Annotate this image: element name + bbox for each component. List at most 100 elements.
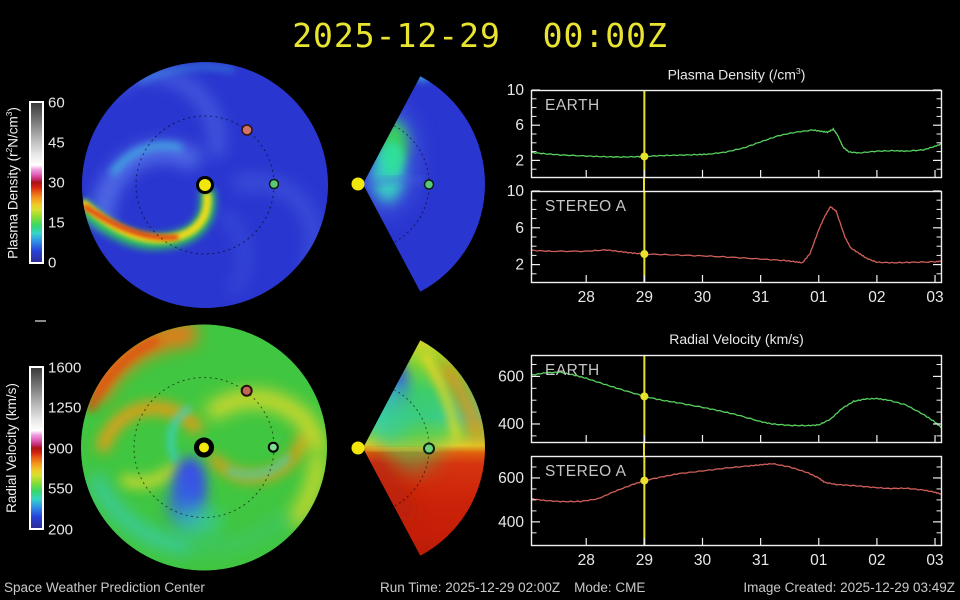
fast-stream-streak [435,358,485,444]
panel-border [530,455,943,547]
now-marker-dot [640,392,649,401]
x-tick-label: 03 [926,552,943,569]
velocity-cbar-tick-900: 900 [48,440,74,458]
y-tick-label: 2 [515,152,524,169]
earth-density-chart: 2 6 10 [507,82,943,179]
earth-velocity-chart: 400 600 [498,354,943,444]
density-colorbar-label: Plasma Density (r2N/cm3) [4,103,22,263]
velocity-group-title: Radial Velocity (km/s) [669,331,804,347]
spiral-arm [109,142,183,176]
density-colorbar-label-text2: N/cm [5,116,21,148]
earth-density-label: EARTH [545,97,600,114]
sun-marker [351,441,365,455]
stereoa-density-series-line [530,205,943,264]
x-tick-label: 03 [926,289,943,306]
density-colorbar-sup3: 3 [4,111,14,117]
y-tick-label: 400 [498,416,524,433]
x-tick-label: 29 [636,552,653,569]
stereoa-density-label: STEREO A [545,198,627,215]
x-tick-label: 31 [752,552,769,569]
now-line-gap-segment [643,443,645,456]
x-tick-label: 30 [694,289,712,306]
y-tick-label: 2 [515,257,524,274]
velocity-cbar-tick-200: 200 [48,521,74,539]
spiral-arm [92,141,204,229]
x-tick-label: 28 [578,552,595,569]
footer-created: Image Created: 2025-12-29 03:49Z [743,580,955,595]
density-cbar-tick-45: 45 [48,134,65,152]
tiny-dash-mark [35,320,46,322]
density-title-sup: 3 [795,66,801,76]
spiral-arm [136,64,235,85]
x-tick-label: 02 [868,552,885,569]
density-group-title: Plasma Density (/cm3) [531,66,942,83]
y-tick-label: 6 [515,117,524,134]
panel-border [530,354,943,444]
x-tick-label: 02 [868,289,885,306]
sun-marker [351,177,365,191]
density-colorbar-sup2: 2 [4,147,14,153]
stereoa-velocity-series-line [530,463,943,503]
stream-arm [118,460,184,488]
density-stream-core [82,203,179,241]
density-polar-map [82,62,328,308]
earth-marker [423,179,435,190]
slow-stream-arc [167,404,193,464]
x-tick-label: 01 [810,289,827,306]
density-title-text: Plasma Density (/cm [667,66,796,83]
y-tick-label: 10 [507,82,525,99]
y-tick-label: 400 [498,514,524,531]
x-tick-label: 01 [810,552,827,569]
velocity-cbar-tick-1250: 1250 [48,399,82,417]
x-tick-label: 29 [636,289,653,306]
density-colorbar-label-text3: ) [5,107,21,112]
earth-marker [267,441,279,453]
stereoa-velocity-panel: 28 29 30 31 01 02 03 400 600 [498,455,944,569]
velocity-cbar-tick-550: 550 [48,480,74,498]
fast-stream-arm [85,335,160,413]
density-colorbar-label-text: Plasma Density (r [5,152,21,259]
velocity-meridional-wedge [351,340,485,556]
x-tick-label: 31 [752,289,769,306]
earth-density-panel: 2 6 10 [507,82,943,179]
now-marker-dot [640,250,649,259]
velocity-colorbar-label: Radial Velocity (km/s) [4,383,19,513]
now-line-gap-segment [643,178,645,191]
stereo-a-marker [241,124,253,136]
density-cbar-tick-15: 15 [48,214,65,232]
y-tick-label: 600 [498,470,524,487]
velocity-cbar-tick-1600: 1600 [48,359,82,377]
earth-velocity-series-line [530,371,943,429]
now-marker-dot [640,152,649,161]
y-tick-label: 10 [507,183,525,200]
slow-wind-halo [174,505,222,537]
stream-streak [419,351,461,441]
footer-mode-text: Mode: CME [574,580,646,595]
earth-marker [268,178,280,190]
stream-arm [286,454,326,529]
panel-border [530,190,943,284]
density-title-text2: ) [800,66,806,83]
stereoa-velocity-chart: 28 29 30 31 01 02 03 400 600 [498,455,944,569]
earth-velocity-label: EARTH [545,362,600,379]
slow-stream-arc [225,453,292,479]
wind-shear-region [378,384,446,472]
density-colorbar [29,101,44,264]
sun-marker [196,176,214,194]
density-streak [410,76,434,81]
velocity-colorbar [29,366,44,530]
x-tick-label: 30 [694,552,712,569]
stereoa-density-panel: 28 29 30 31 01 02 03 2 6 10 [507,183,944,306]
panel-border [530,89,943,179]
now-marker-dot [640,476,649,485]
stereoa-density-chart: 28 29 30 31 01 02 03 2 6 10 [507,183,944,306]
density-cbar-tick-30: 30 [48,174,65,192]
fast-stream-arm [95,401,205,453]
earth-density-series-line [530,127,943,159]
stereo-a-marker [240,384,253,397]
earth-velocity-panel: 400 600 [498,354,943,444]
velocity-polar-map [81,324,327,571]
cme-density-core [384,143,402,175]
sun-marker [194,437,214,458]
